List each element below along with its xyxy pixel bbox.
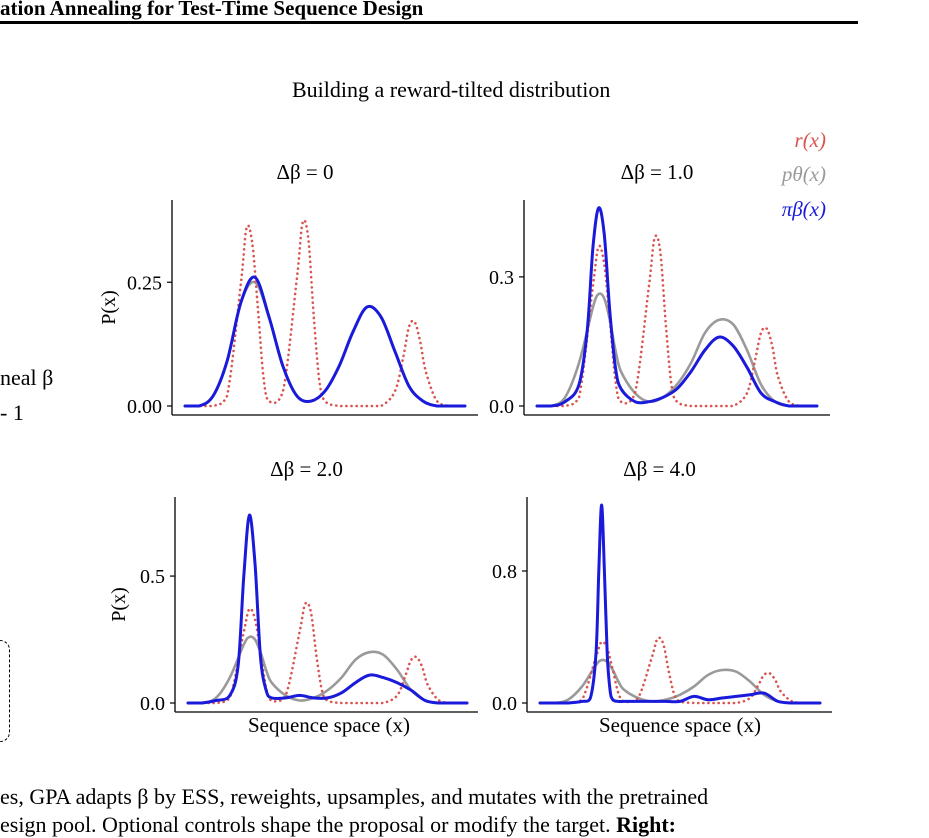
y-axis-label: P(x) <box>108 587 130 621</box>
y-tick-label: 0.3 <box>489 267 514 289</box>
y-tick-label: 0.00 <box>127 396 162 418</box>
panel-title: Δβ = 2.0 <box>270 457 343 481</box>
pretrained-curve <box>183 280 467 408</box>
reward-curve <box>183 218 467 408</box>
panel-2: 0.0 0.3 Δβ = 1.0 <box>489 160 830 418</box>
y-tick-label: 0.0 <box>492 693 517 715</box>
panel-3: 0.0 0.5 Δβ = 2.0 P(x) <box>108 457 478 715</box>
tilted-curve <box>538 503 822 705</box>
pretrained-curve <box>538 658 822 705</box>
legend-pretrained: pθ(x) <box>780 162 826 186</box>
y-tick-label: 0.0 <box>489 396 514 418</box>
y-tick-label: 0.5 <box>140 566 165 588</box>
left-cut-text-line2: - 1 <box>0 400 24 425</box>
reward-curve <box>535 234 819 408</box>
legend-tilted: πβ(x) <box>782 197 826 221</box>
y-tick-label: 0.0 <box>140 693 165 715</box>
left-cut-text-line1: neal β <box>0 365 54 390</box>
y-axis-label: P(x) <box>98 290 120 324</box>
x-axis-label: Sequence space (x) <box>599 713 761 737</box>
caption-line-1: es, GPA adapts β by ESS, reweights, upsa… <box>0 784 709 809</box>
panel-title: Δβ = 4.0 <box>623 457 696 481</box>
caption-right-label: Right: <box>616 812 676 837</box>
panel-title: Δβ = 1.0 <box>621 160 694 184</box>
tilted-curve <box>535 206 819 408</box>
running-header: ation Annealing for Test-Time Sequence D… <box>0 0 424 20</box>
y-tick-label: 0.25 <box>127 272 162 294</box>
legend-reward: r(x) <box>795 128 826 152</box>
figure-title: Building a reward-tilted distribution <box>292 77 611 102</box>
reward-curve <box>538 636 822 705</box>
tilted-curve <box>186 513 469 705</box>
panel-4: 0.0 0.8 Δβ = 4.0 <box>492 457 832 715</box>
x-axis-label: Sequence space (x) <box>248 713 410 737</box>
reward-curve <box>186 601 469 705</box>
caption-line-2-text: esign pool. Optional controls shape the … <box>0 812 611 837</box>
y-tick-label: 0.8 <box>492 561 517 583</box>
panel-title: Δβ = 0 <box>276 160 333 184</box>
header-rule <box>0 21 858 24</box>
panel-1: 0.00 0.25 Δβ = 0 P(x) <box>98 160 478 418</box>
tilted-curve <box>183 275 467 408</box>
caption-line-2: esign pool. Optional controls shape the … <box>0 812 676 838</box>
